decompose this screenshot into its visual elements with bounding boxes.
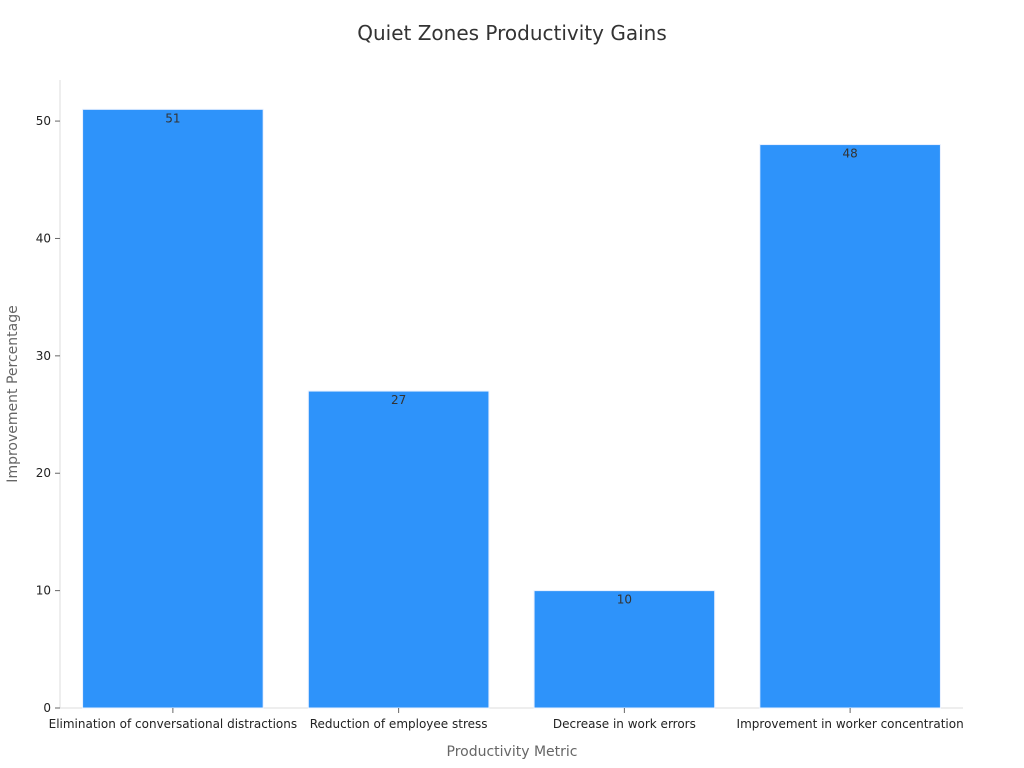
y-tick-label: 10 xyxy=(36,584,51,598)
data-labels: 51 27 10 48 xyxy=(165,111,858,606)
x-axis-title: Productivity Metric xyxy=(447,744,578,760)
y-tick-label: 40 xyxy=(36,231,51,245)
x-tick-label: Improvement in worker concentration xyxy=(737,717,964,731)
bar-value-label: 10 xyxy=(617,593,632,607)
y-axis-title: Improvement Percentage xyxy=(5,305,21,482)
bar xyxy=(759,144,941,709)
bar xyxy=(533,590,716,709)
bar-value-label: 48 xyxy=(842,147,857,161)
bar xyxy=(82,108,264,709)
x-tick-label: Reduction of employee stress xyxy=(310,717,488,731)
y-tick-label: 0 xyxy=(43,701,51,715)
bar-value-label: 51 xyxy=(165,111,180,125)
bar xyxy=(307,390,490,709)
x-tick-label: Decrease in work errors xyxy=(553,717,696,731)
x-tick-label: Elimination of conversational distractio… xyxy=(49,717,298,731)
y-axis-ticks: 0 10 20 30 40 50 xyxy=(36,114,60,715)
y-tick-label: 30 xyxy=(36,349,51,363)
chart-title: Quiet Zones Productivity Gains xyxy=(357,21,667,45)
y-tick-label: 50 xyxy=(36,114,51,128)
x-axis-ticks: Elimination of conversational distractio… xyxy=(49,708,964,731)
y-tick-label: 20 xyxy=(36,466,51,480)
bars xyxy=(82,108,941,709)
bar-value-label: 27 xyxy=(391,393,406,407)
